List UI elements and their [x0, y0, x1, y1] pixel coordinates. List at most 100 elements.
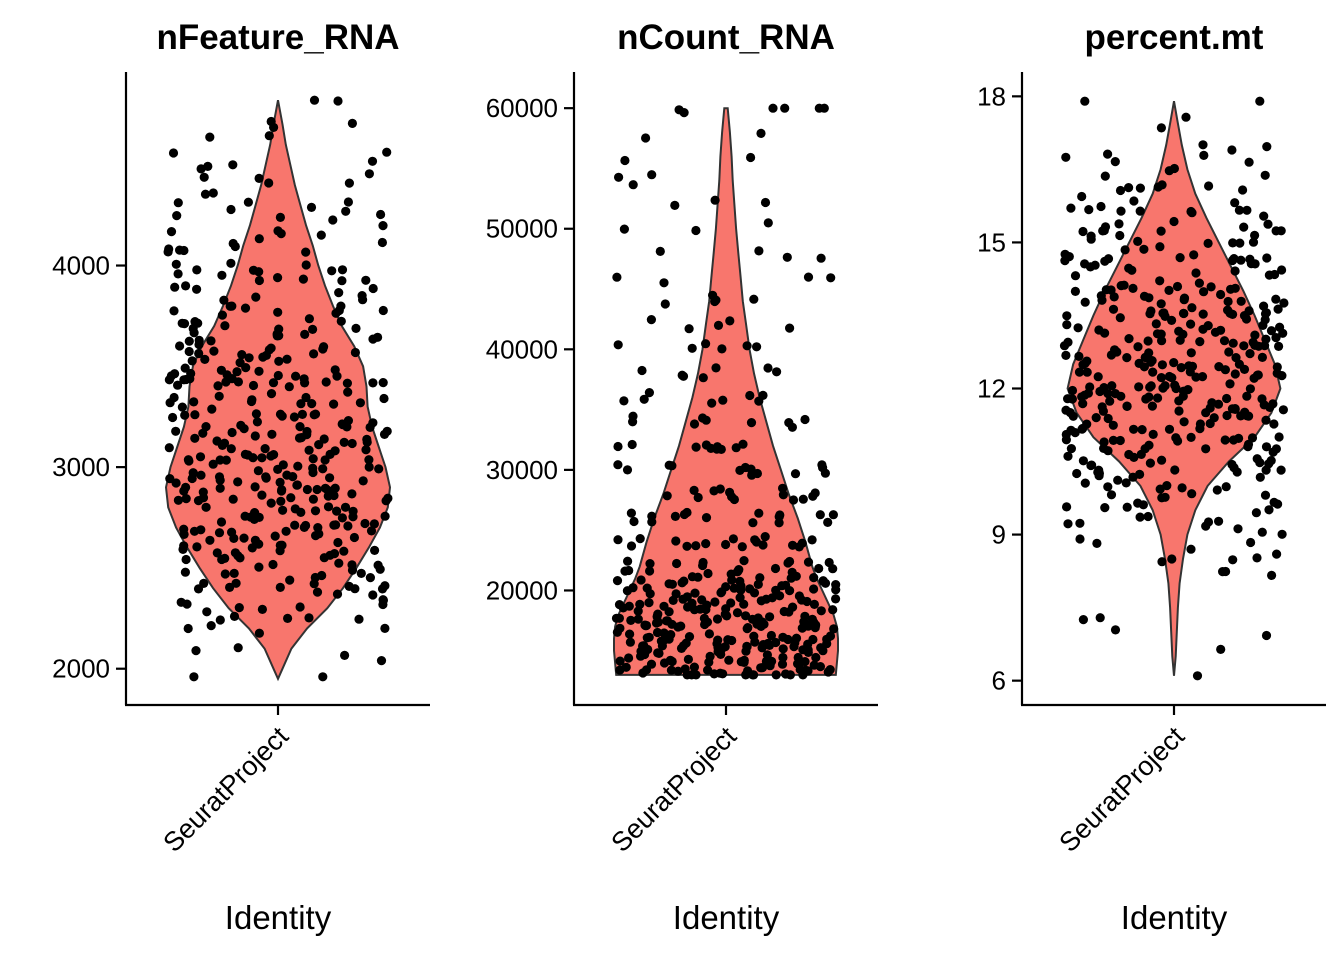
data-point: [229, 611, 240, 622]
data-point: [1235, 238, 1245, 248]
data-point: [1245, 384, 1255, 394]
data-point: [170, 282, 180, 292]
data-point: [684, 632, 695, 642]
data-point: [664, 460, 674, 470]
data-point: [334, 558, 344, 568]
data-point: [625, 637, 636, 647]
data-point: [1100, 171, 1110, 181]
data-point: [254, 366, 264, 376]
data-point: [763, 638, 773, 649]
data-point: [291, 371, 301, 381]
data-point: [1262, 142, 1272, 152]
data-point: [1195, 337, 1205, 347]
data-point: [1135, 512, 1145, 522]
data-point: [189, 397, 199, 407]
data-point: [1082, 367, 1092, 377]
data-point: [1139, 244, 1149, 254]
data-point: [822, 639, 832, 649]
data-point: [643, 644, 653, 655]
data-point: [1236, 296, 1246, 306]
data-point: [809, 599, 820, 610]
data-point: [340, 502, 351, 512]
data-point: [365, 573, 375, 583]
data-point: [251, 409, 261, 419]
data-point: [332, 589, 343, 599]
data-point: [302, 484, 312, 495]
data-point: [354, 614, 364, 624]
data-point: [281, 526, 291, 536]
data-point: [1129, 424, 1139, 434]
violin-shape: [613, 107, 839, 676]
data-point: [1201, 408, 1211, 418]
data-point: [774, 518, 784, 528]
data-point: [1216, 325, 1226, 335]
data-point: [337, 265, 348, 275]
data-point: [266, 343, 276, 353]
data-point: [826, 273, 836, 283]
data-point: [188, 323, 198, 334]
y-tick-label: 20000: [486, 575, 558, 605]
data-point: [1245, 349, 1255, 359]
data-point: [163, 247, 173, 257]
data-point: [316, 230, 326, 240]
data-point: [647, 170, 657, 180]
data-point: [1105, 396, 1115, 406]
data-point: [195, 452, 206, 462]
data-point: [318, 464, 328, 474]
data-point: [1078, 615, 1088, 625]
data-point: [1096, 291, 1106, 301]
data-point: [800, 414, 810, 425]
data-point: [760, 197, 771, 208]
data-point: [656, 636, 667, 646]
data-point: [701, 513, 712, 523]
data-point: [815, 510, 825, 520]
data-point: [301, 392, 311, 403]
data-point: [190, 433, 200, 443]
data-point: [785, 323, 795, 333]
data-point: [334, 288, 344, 298]
data-point: [267, 429, 277, 439]
data-point: [327, 266, 337, 276]
data-point: [1271, 333, 1281, 343]
data-point: [1199, 287, 1209, 297]
data-point: [295, 422, 305, 432]
data-point: [619, 224, 630, 234]
data-point: [173, 380, 183, 390]
data-point: [741, 670, 751, 680]
data-point: [794, 542, 804, 552]
data-point: [641, 133, 651, 143]
data-point: [693, 492, 703, 503]
data-point: [1072, 468, 1082, 479]
data-point: [1109, 292, 1119, 302]
data-point: [1171, 433, 1181, 443]
data-point: [198, 487, 208, 497]
data-point: [645, 589, 655, 599]
data-point: [1108, 435, 1118, 445]
data-point: [771, 585, 781, 595]
data-point: [232, 367, 242, 377]
data-point: [362, 434, 372, 444]
data-point: [290, 520, 300, 530]
data-point: [347, 560, 357, 570]
jitter-points: [1059, 96, 1289, 681]
data-point: [613, 460, 623, 470]
data-point: [1261, 442, 1272, 452]
data-point: [762, 650, 773, 660]
data-point: [275, 582, 285, 593]
data-point: [285, 575, 295, 585]
data-point: [288, 472, 298, 482]
data-point: [710, 195, 720, 205]
data-point: [1086, 231, 1096, 241]
y-tick-label: 6: [992, 666, 1006, 696]
data-point: [1094, 325, 1104, 335]
data-point: [765, 661, 775, 671]
data-point: [698, 373, 708, 383]
data-point: [268, 559, 278, 570]
data-point: [1261, 415, 1271, 425]
data-point: [742, 641, 752, 652]
data-point: [1067, 385, 1078, 396]
data-point: [310, 409, 321, 419]
data-point: [1164, 285, 1174, 295]
data-point: [1157, 180, 1167, 190]
data-point: [339, 546, 349, 556]
